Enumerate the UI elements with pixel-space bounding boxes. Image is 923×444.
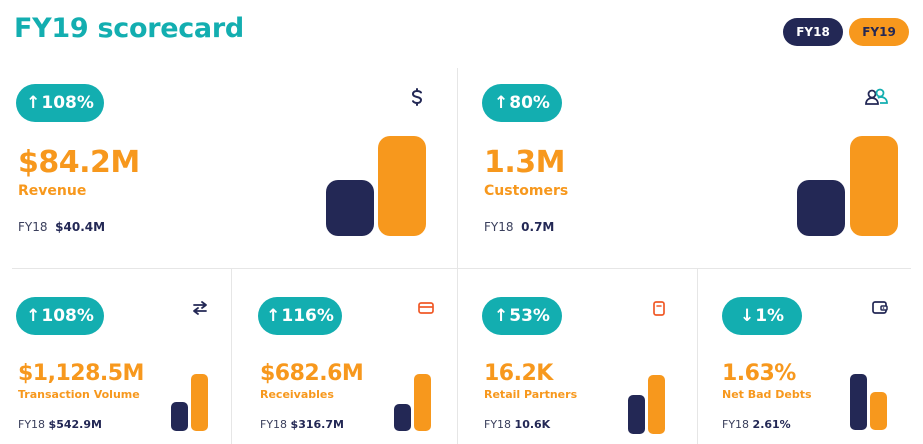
divider-vertical-top [457, 68, 458, 268]
metric-value: 1.3M [484, 145, 566, 180]
prior-year-label: FY18 [18, 418, 46, 431]
up-arrow-icon: ↑ [266, 306, 281, 326]
prior-year: FY18 10.6K [484, 418, 550, 431]
change-value: 116% [281, 306, 334, 326]
metric-label: Retail Partners [484, 388, 578, 401]
divider-vertical-bottom-1 [231, 268, 232, 444]
change-value: 80% [509, 93, 550, 113]
metric-label: Revenue [18, 183, 87, 199]
metric-value: 1.63% [722, 361, 796, 386]
divider-horizontal [12, 268, 911, 269]
divider-vertical-bottom-2 [457, 268, 458, 444]
bar-fy19 [191, 374, 208, 431]
legend-fy18[interactable]: FY18 [783, 18, 843, 46]
card-net-bad-debts[interactable]: ↓ 1% 1.63% Net Bad Debts FY18 2.61% [698, 269, 923, 444]
change-value: 53% [509, 306, 550, 326]
prior-year-label: FY18 [722, 418, 750, 431]
prior-year-value: $40.4M [55, 220, 106, 234]
prior-year-value: 2.61% [752, 418, 791, 431]
up-arrow-icon: ↑ [26, 93, 41, 113]
bar-fy18 [171, 402, 188, 431]
change-badge: ↑ 108% [16, 84, 104, 122]
prior-year-label: FY18 [484, 220, 514, 234]
bar-fy19 [414, 374, 431, 431]
prior-year-label: FY18 [18, 220, 48, 234]
bar-fy18 [850, 374, 867, 430]
metric-label: Transaction Volume [18, 388, 140, 401]
change-badge: ↑ 116% [258, 297, 342, 335]
prior-year-value: 0.7M [521, 220, 555, 234]
bar-fy19 [648, 375, 665, 434]
metric-value: $1,128.5M [18, 361, 144, 386]
bar-fy19 [378, 136, 426, 236]
change-badge: ↑ 53% [482, 297, 562, 335]
change-badge: ↑ 108% [16, 297, 104, 335]
metric-value: $84.2M [18, 145, 140, 180]
prior-year-value: 10.6K [514, 418, 551, 431]
prior-year: FY18 $542.9M [18, 418, 102, 431]
change-value: 1% [755, 306, 785, 326]
card-receivables[interactable]: ↑ 116% $682.6M Receivables FY18 $316.7M [232, 269, 457, 444]
divider-vertical-bottom-3 [697, 268, 698, 444]
change-badge: ↓ 1% [722, 297, 802, 335]
card-revenue[interactable]: ↑ 108% $84.2M Revenue FY18 $40.4M [0, 68, 457, 268]
card-customers[interactable]: ↑ 80% 1.3M Customers FY18 0.7M [458, 68, 923, 268]
prior-year: FY18 0.7M [484, 220, 554, 234]
up-arrow-icon: ↑ [26, 306, 41, 326]
change-badge: ↑ 80% [482, 84, 562, 122]
metric-value: 16.2K [484, 361, 553, 386]
prior-year-value: $316.7M [290, 418, 344, 431]
up-arrow-icon: ↑ [494, 93, 509, 113]
dollar-icon [406, 86, 428, 108]
page-title: FY19 scorecard [14, 13, 244, 44]
wallet-icon [869, 296, 891, 318]
bar-fy18 [326, 180, 374, 236]
prior-year: FY18 $40.4M [18, 220, 105, 234]
bar-fy19 [870, 392, 887, 430]
prior-year: FY18 $316.7M [260, 418, 344, 431]
transfer-icon [189, 297, 211, 319]
card-transaction-volume[interactable]: ↑ 108% $1,128.5M Transaction Volume FY18 … [0, 269, 231, 444]
up-arrow-icon: ↑ [494, 306, 509, 326]
users-icon [864, 86, 890, 108]
prior-year-value: $542.9M [48, 418, 102, 431]
metric-label: Receivables [260, 388, 334, 401]
bar-fy18 [628, 395, 645, 434]
card-icon [415, 297, 437, 319]
prior-year-label: FY18 [260, 418, 288, 431]
prior-year-label: FY18 [484, 418, 512, 431]
bar-fy19 [850, 136, 898, 236]
down-arrow-icon: ↓ [739, 306, 755, 326]
change-value: 108% [41, 93, 94, 113]
metric-label: Net Bad Debts [722, 388, 812, 401]
tag-icon [648, 297, 670, 319]
bar-fy18 [797, 180, 845, 236]
card-retail-partners[interactable]: ↑ 53% 16.2K Retail Partners FY18 10.6K [458, 269, 697, 444]
prior-year: FY18 2.61% [722, 418, 791, 431]
legend: FY18 FY19 [783, 18, 909, 46]
metric-label: Customers [484, 183, 569, 199]
change-value: 108% [41, 306, 94, 326]
metric-value: $682.6M [260, 361, 364, 386]
bar-fy18 [394, 404, 411, 431]
legend-fy19[interactable]: FY19 [849, 18, 909, 46]
